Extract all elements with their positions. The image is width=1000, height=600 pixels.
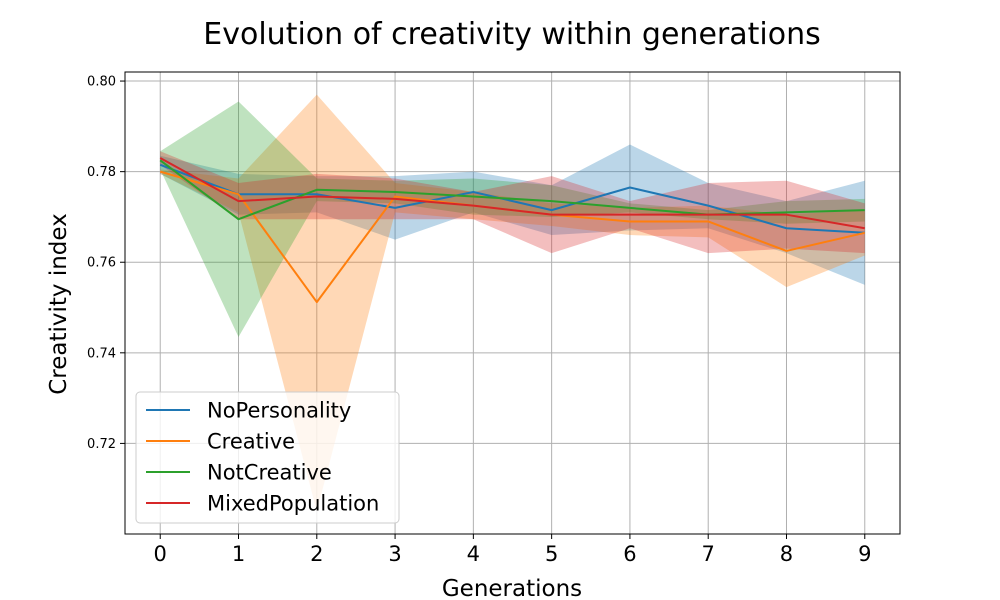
x-tick-label: 1 xyxy=(232,542,245,566)
x-axis-label: Generations xyxy=(442,576,582,600)
legend-label: Creative xyxy=(207,430,295,454)
legend-label: NoPersonality xyxy=(207,399,351,423)
confidence-band-notcreative xyxy=(160,101,865,337)
y-tick-label: 0.80 xyxy=(87,75,116,90)
x-tick-label: 3 xyxy=(388,542,401,566)
y-axis-label: Creativity index xyxy=(46,213,72,395)
confidence-band-nopersonality xyxy=(160,144,865,285)
x-tick-label: 9 xyxy=(858,542,871,566)
x-tick-label: 6 xyxy=(623,542,636,566)
y-tick-label: 0.72 xyxy=(87,437,116,452)
x-tick-label: 2 xyxy=(310,542,323,566)
x-tick-label: 0 xyxy=(154,542,167,566)
grid xyxy=(125,72,900,534)
legend-label: NotCreative xyxy=(207,461,332,485)
legend-items: NoPersonality Creative NotCreative MixedPop… xyxy=(146,399,379,516)
y-tick-label: 0.78 xyxy=(87,165,116,180)
confidence-band-mixedpopulation xyxy=(160,151,865,254)
x-tick-label: 8 xyxy=(780,542,793,566)
y-axis-ticks: 0.72 0.74 0.76 0.78 0.80 xyxy=(87,75,125,452)
chart-title: Evolution of creativity within generatio… xyxy=(203,17,820,52)
legend-box xyxy=(135,391,400,524)
x-tick-label: 4 xyxy=(467,542,480,566)
x-tick-label: 5 xyxy=(545,542,558,566)
x-tick-label: 7 xyxy=(702,542,715,566)
legend: NoPersonality Creative NotCreative MixedPop… xyxy=(135,391,400,524)
series-lines xyxy=(159,157,865,304)
y-tick-label: 0.76 xyxy=(87,256,116,271)
series-line-notcreative xyxy=(159,159,865,221)
plot-frame xyxy=(124,71,901,535)
series-line-mixedpopulation xyxy=(159,157,865,230)
y-tick-label: 0.74 xyxy=(87,346,116,361)
legend-label: MixedPopulation xyxy=(207,492,379,516)
x-axis-ticks: 0 1 2 3 4 5 6 7 8 9 xyxy=(154,534,871,566)
series-line-nopersonality xyxy=(159,163,865,234)
